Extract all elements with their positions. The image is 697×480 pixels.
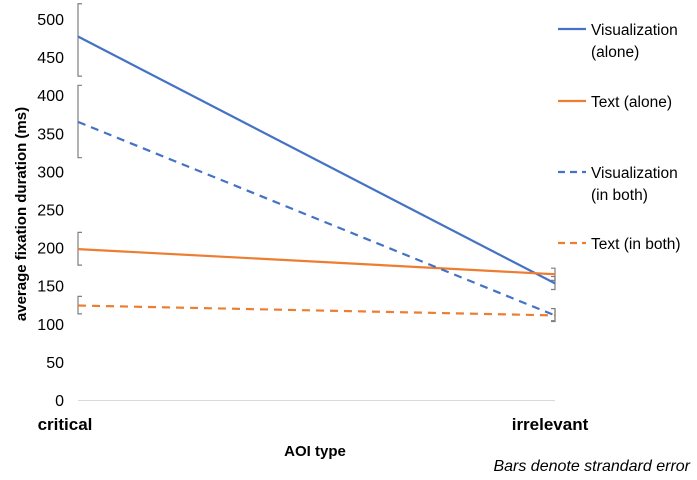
y-tick-label: 100 [37, 317, 64, 334]
legend-label: (alone) [591, 44, 639, 61]
legend-label: Text (in both) [591, 236, 681, 253]
legend-label: Text (alone) [591, 94, 672, 111]
y-axis-title: average fixation duration (ms) [13, 107, 30, 321]
legend-label: Visualization [591, 165, 678, 182]
y-tick-label: 300 [37, 164, 64, 181]
legend: Visualization (alone) Text (alone) Visualiz… [558, 22, 681, 253]
series-line [77, 35, 556, 285]
error-bars [77, 3, 556, 323]
y-tick-label: 500 [37, 12, 64, 29]
x-category-label: critical [38, 415, 93, 434]
footnote: Bars denote strandard error [493, 458, 690, 475]
error-bar [77, 231, 82, 266]
y-axis: 0 50 100 150 200 250 300 350 400 450 500 [37, 12, 64, 410]
y-tick-label: 150 [37, 279, 64, 296]
y-tick-label: 350 [37, 126, 64, 143]
x-category-label: irrelevant [512, 415, 589, 434]
error-bar [77, 3, 82, 77]
series-line [77, 120, 556, 317]
x-axis-title: AOI type [284, 443, 346, 460]
y-tick-label: 450 [37, 50, 64, 67]
y-tick-label: 200 [37, 241, 64, 258]
y-tick-label: 0 [55, 393, 64, 410]
y-tick-label: 400 [37, 88, 64, 105]
series-line [77, 304, 556, 317]
error-bar [77, 295, 82, 315]
series-lines [77, 35, 556, 317]
series-line [77, 248, 556, 276]
x-axis: critical irrelevant [38, 400, 589, 434]
error-bar [77, 84, 82, 159]
y-tick-label: 250 [37, 203, 64, 220]
legend-label: Visualization [591, 22, 678, 39]
legend-label: (in both) [591, 187, 648, 204]
y-tick-label: 50 [46, 355, 64, 372]
